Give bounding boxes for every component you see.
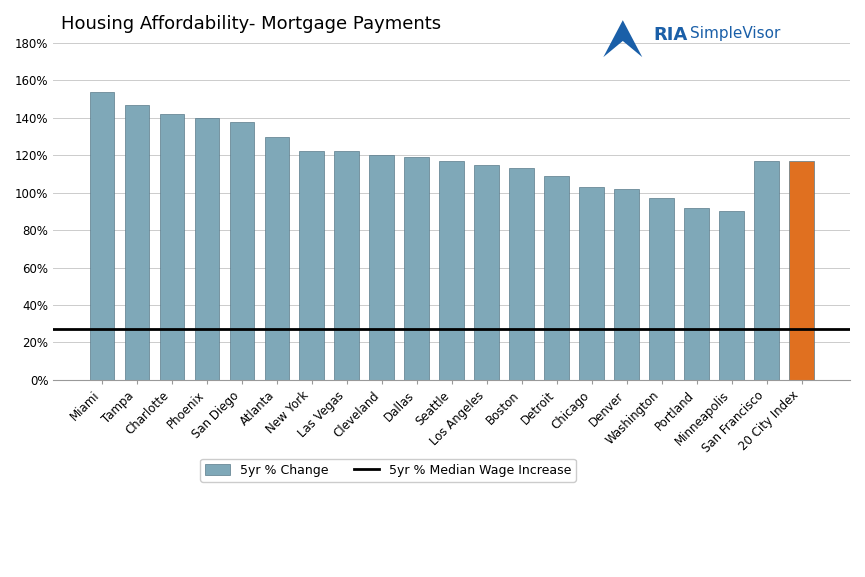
Bar <box>369 155 394 380</box>
Bar <box>405 157 429 380</box>
Bar <box>650 198 674 380</box>
Bar <box>265 137 289 380</box>
Bar <box>439 161 464 380</box>
Bar <box>509 168 534 380</box>
Bar <box>544 176 569 380</box>
Legend: 5yr % Change, 5yr % Median Wage Increase: 5yr % Change, 5yr % Median Wage Increase <box>200 459 576 482</box>
Bar <box>754 161 778 380</box>
Bar <box>195 118 219 380</box>
Bar <box>789 161 814 380</box>
Bar <box>720 211 744 380</box>
Bar <box>90 92 114 380</box>
Bar <box>580 187 604 380</box>
Bar <box>684 208 708 380</box>
Polygon shape <box>604 20 642 57</box>
Bar <box>125 104 149 380</box>
Text: Housing Affordability- Mortgage Payments: Housing Affordability- Mortgage Payments <box>61 15 441 33</box>
Text: RIA: RIA <box>653 26 688 44</box>
Bar <box>474 164 499 380</box>
Bar <box>229 122 254 380</box>
Bar <box>335 152 359 380</box>
Text: SimpleVisor: SimpleVisor <box>690 26 780 41</box>
Bar <box>614 189 639 380</box>
Bar <box>159 114 184 380</box>
Bar <box>299 152 324 380</box>
